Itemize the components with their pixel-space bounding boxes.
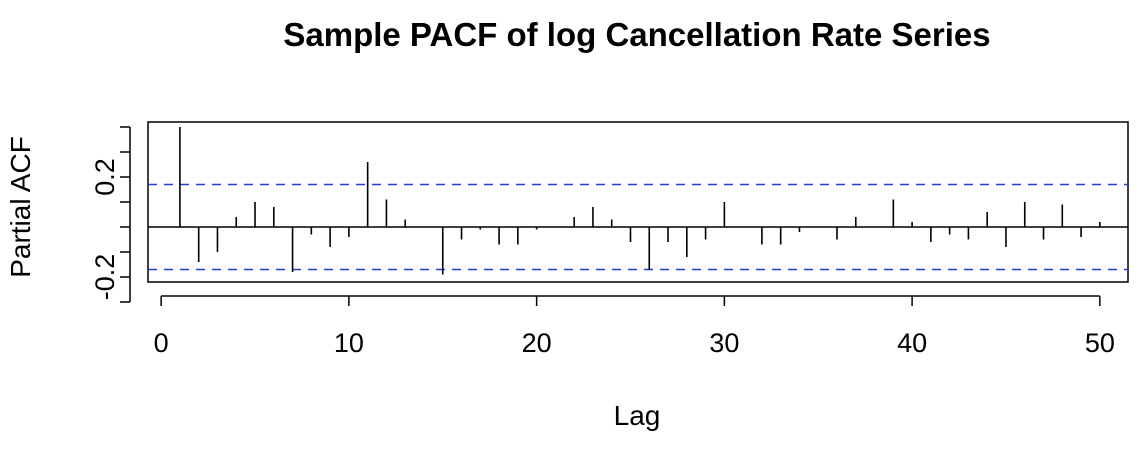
chart-title: Sample PACF of log Cancellation Rate Ser… [283,16,990,53]
x-axis-label: Lag [614,400,661,431]
x-tick-label: 40 [897,328,927,358]
y-tick-label: -0.2 [90,254,120,301]
chart-marks: 0 10 20 30 40 50 -0.2 0.2 [90,126,1128,358]
x-tick-label: 20 [522,328,552,358]
x-tick-label: 10 [334,328,364,358]
plot-frame [147,121,1129,283]
y-tick-label: 0.2 [90,158,120,196]
x-tick-label: 30 [709,328,739,358]
x-tick-label: 0 [154,328,169,358]
y-axis-label: Partial ACF [5,136,36,278]
x-tick-label: 50 [1085,328,1115,358]
